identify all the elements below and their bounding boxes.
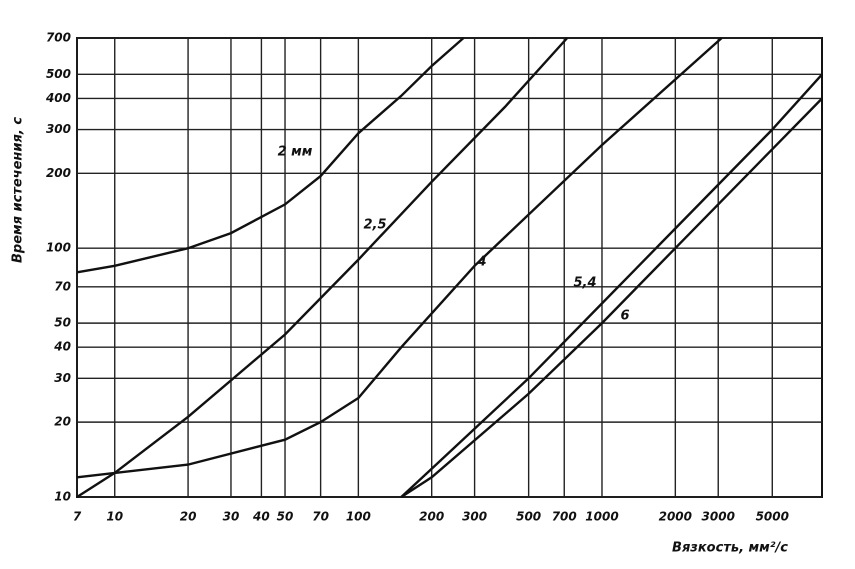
y-tick-label: 10	[54, 490, 71, 504]
x-tick-label: 700	[552, 510, 577, 524]
curve	[76, 37, 569, 499]
x-tick-label: 300	[462, 510, 487, 524]
curve-label: 2,5	[363, 218, 386, 233]
y-tick-label: 40	[53, 340, 71, 354]
curve	[400, 97, 823, 499]
x-tick-label: 70	[312, 510, 329, 524]
y-tick-label: 700	[46, 31, 71, 45]
x-tick-label: 7	[73, 510, 82, 524]
y-axis-title: Время истечения, с	[11, 117, 26, 263]
curve	[76, 37, 465, 274]
x-tick-label: 2000	[659, 510, 692, 524]
curve-label: 5,4	[573, 276, 596, 291]
x-tick-label: 100	[346, 510, 371, 524]
x-tick-label: 500	[516, 510, 541, 524]
y-tick-label: 300	[46, 122, 71, 136]
x-tick-label: 200	[419, 510, 444, 524]
curve-label: 2 мм	[278, 145, 313, 160]
x-tick-label: 30	[223, 510, 240, 524]
y-tick-label: 100	[46, 241, 71, 255]
x-tick-label: 1000	[585, 510, 618, 524]
y-tick-label: 20	[54, 415, 71, 429]
x-tick-label: 10	[106, 510, 123, 524]
x-tick-label: 20	[180, 510, 197, 524]
x-tick-label: 50	[277, 510, 294, 524]
curve	[400, 73, 823, 498]
y-tick-label: 400	[45, 91, 71, 105]
y-tick-label: 30	[54, 371, 71, 385]
x-tick-label: 40	[252, 510, 270, 524]
x-tick-label: 3000	[702, 510, 735, 524]
y-tick-label: 200	[46, 166, 71, 180]
curve-label: 4	[476, 255, 486, 270]
y-tick-label: 70	[54, 279, 71, 293]
y-tick-label: 50	[54, 316, 71, 330]
x-axis-title: Вязкость, мм²/с	[672, 541, 788, 556]
curve-label: 6	[620, 309, 629, 324]
curve	[76, 37, 723, 479]
x-tick-label: 5000	[756, 510, 789, 524]
y-tick-label: 500	[46, 67, 71, 81]
